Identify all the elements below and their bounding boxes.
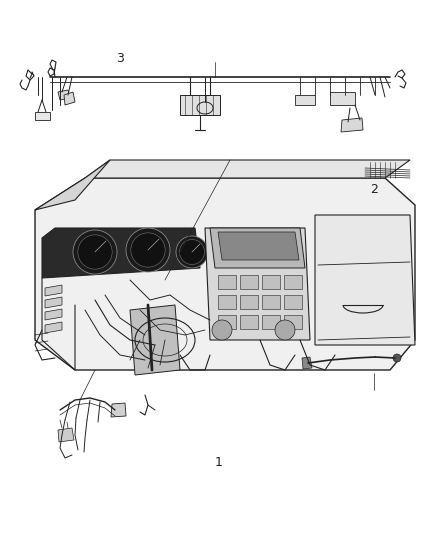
Polygon shape [42,228,200,278]
Polygon shape [330,92,355,105]
Circle shape [176,236,208,268]
Polygon shape [262,275,280,289]
Polygon shape [218,275,236,289]
Polygon shape [240,275,258,289]
Polygon shape [240,295,258,309]
Polygon shape [58,90,70,100]
Polygon shape [205,228,310,340]
Circle shape [212,320,232,340]
Polygon shape [302,357,312,369]
Circle shape [73,230,117,274]
Polygon shape [262,295,280,309]
Circle shape [78,235,112,269]
Polygon shape [64,92,75,105]
Polygon shape [210,228,305,268]
Polygon shape [35,160,110,210]
Polygon shape [35,178,415,370]
Polygon shape [218,295,236,309]
Polygon shape [111,403,126,417]
Polygon shape [130,305,180,375]
Circle shape [126,228,170,272]
Circle shape [131,233,165,267]
Polygon shape [85,160,410,178]
Circle shape [275,320,295,340]
Polygon shape [45,309,62,320]
Polygon shape [180,95,220,115]
Circle shape [393,354,401,362]
Polygon shape [315,215,415,345]
Polygon shape [45,297,62,308]
Polygon shape [284,295,302,309]
Polygon shape [284,275,302,289]
Polygon shape [35,112,50,120]
Polygon shape [262,315,280,329]
Polygon shape [45,322,62,333]
Text: 3: 3 [117,52,124,65]
Polygon shape [218,232,299,260]
Circle shape [180,239,205,264]
Polygon shape [218,315,236,329]
Polygon shape [295,95,315,105]
Polygon shape [58,428,74,442]
Polygon shape [240,315,258,329]
Text: 2: 2 [371,183,378,196]
Text: 1: 1 [215,456,223,469]
Polygon shape [341,118,363,132]
Polygon shape [284,315,302,329]
Polygon shape [45,285,62,296]
